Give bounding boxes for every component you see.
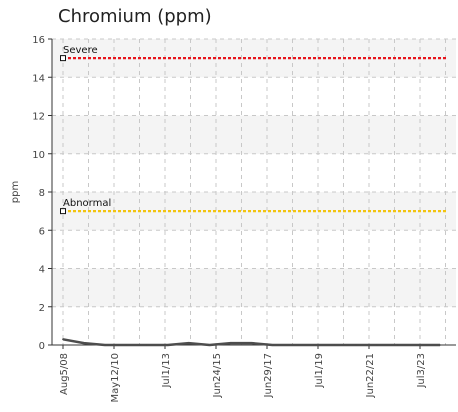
series <box>62 338 441 347</box>
reference-marker <box>60 55 66 62</box>
y-tick-label: 2 <box>39 303 45 314</box>
reference-marker <box>60 208 66 215</box>
grid <box>52 38 456 345</box>
reference-label: Severe <box>63 45 98 56</box>
y-tick-label: 4 <box>39 265 45 276</box>
reference-label: Abnormal <box>63 198 111 209</box>
data-point <box>334 344 337 346</box>
data-point <box>187 342 190 344</box>
y-tick-label: 6 <box>39 226 45 237</box>
reference-lines: Severe Abnormal <box>60 45 448 215</box>
y-tick-labels: 0 2 4 6 8 10 12 14 16 <box>32 35 45 352</box>
data-point <box>103 344 106 346</box>
x-tick-label: Jul3/23 <box>416 353 427 389</box>
x-tick-label: Jun22/21 <box>365 353 376 398</box>
background-bands <box>52 39 456 307</box>
series-line <box>62 338 440 347</box>
data-point <box>208 344 211 346</box>
data-point <box>439 344 441 346</box>
data-point <box>145 344 148 346</box>
x-tick-label: Jul1/19 <box>314 353 325 389</box>
y-tick-label: 0 <box>39 341 45 352</box>
x-tick-labels: Aug5/08 May12/10 Jul1/13 Jun24/15 Jun29/17 Ju… <box>59 353 427 403</box>
data-point <box>124 344 127 346</box>
data-point <box>397 344 400 346</box>
data-point <box>418 344 420 346</box>
data-point <box>229 342 232 344</box>
data-point <box>83 342 85 344</box>
data-point <box>271 344 274 346</box>
y-tick-label: 12 <box>32 112 45 123</box>
x-tick-label: May12/10 <box>110 353 121 403</box>
x-tick-label: Aug5/08 <box>59 353 70 395</box>
chart-title: Chromium (ppm) <box>58 6 212 27</box>
background-band <box>52 268 456 307</box>
data-point <box>62 338 64 341</box>
background-band <box>52 115 456 154</box>
y-tick-label: 10 <box>32 150 45 161</box>
x-tick-label: Jun29/17 <box>263 353 274 398</box>
y-axis-label: ppm <box>10 181 21 203</box>
y-tick-label: 14 <box>32 73 45 84</box>
x-tick-label: Jul1/13 <box>161 353 172 389</box>
x-tick-label: Jun24/15 <box>212 353 223 398</box>
data-point <box>292 344 295 346</box>
data-point <box>355 344 358 346</box>
data-point <box>313 344 316 346</box>
data-point <box>376 344 379 346</box>
data-point <box>250 342 253 344</box>
y-tick-label: 8 <box>39 188 45 199</box>
data-point <box>166 344 169 346</box>
y-tick-label: 16 <box>32 35 45 46</box>
